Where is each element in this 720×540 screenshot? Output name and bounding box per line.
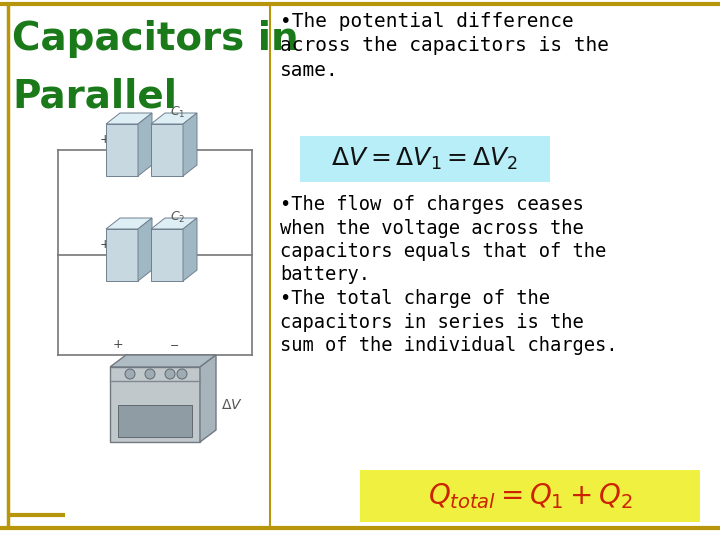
Circle shape: [125, 369, 135, 379]
Polygon shape: [106, 124, 138, 176]
Polygon shape: [183, 218, 197, 281]
Text: •The flow of charges ceases
when the voltage across the
capacitors equals that o: •The flow of charges ceases when the vol…: [280, 195, 618, 355]
Polygon shape: [183, 113, 197, 176]
Polygon shape: [138, 113, 152, 176]
Text: +: +: [99, 238, 110, 251]
Polygon shape: [110, 355, 216, 367]
Text: +: +: [113, 338, 123, 351]
Polygon shape: [151, 113, 197, 124]
Polygon shape: [106, 229, 138, 281]
Text: $\Delta V = \Delta V_1 = \Delta V_2$: $\Delta V = \Delta V_1 = \Delta V_2$: [331, 146, 518, 172]
Text: $C_2$: $C_2$: [170, 210, 185, 225]
Text: •The potential difference
across the capacitors is the
same.: •The potential difference across the cap…: [280, 12, 609, 79]
Text: −: −: [170, 238, 180, 251]
FancyBboxPatch shape: [118, 405, 192, 437]
Text: +: +: [99, 133, 110, 146]
Polygon shape: [151, 229, 183, 281]
Polygon shape: [138, 218, 152, 281]
Circle shape: [145, 369, 155, 379]
Text: Capacitors in: Capacitors in: [12, 20, 299, 58]
Text: −: −: [170, 133, 180, 146]
Text: $Q_{total} = Q_1 + Q_2$: $Q_{total} = Q_1 + Q_2$: [428, 481, 632, 511]
Text: $\Delta V$: $\Delta V$: [221, 398, 243, 412]
Polygon shape: [200, 355, 216, 442]
FancyBboxPatch shape: [360, 470, 700, 522]
Polygon shape: [106, 218, 152, 229]
FancyBboxPatch shape: [110, 367, 200, 442]
Polygon shape: [151, 218, 197, 229]
Circle shape: [177, 369, 187, 379]
Text: Parallel: Parallel: [12, 78, 177, 116]
FancyBboxPatch shape: [300, 136, 550, 182]
Polygon shape: [106, 113, 152, 124]
Circle shape: [165, 369, 175, 379]
Text: −: −: [171, 341, 180, 351]
Polygon shape: [151, 124, 183, 176]
Text: $C_1$: $C_1$: [170, 105, 186, 120]
